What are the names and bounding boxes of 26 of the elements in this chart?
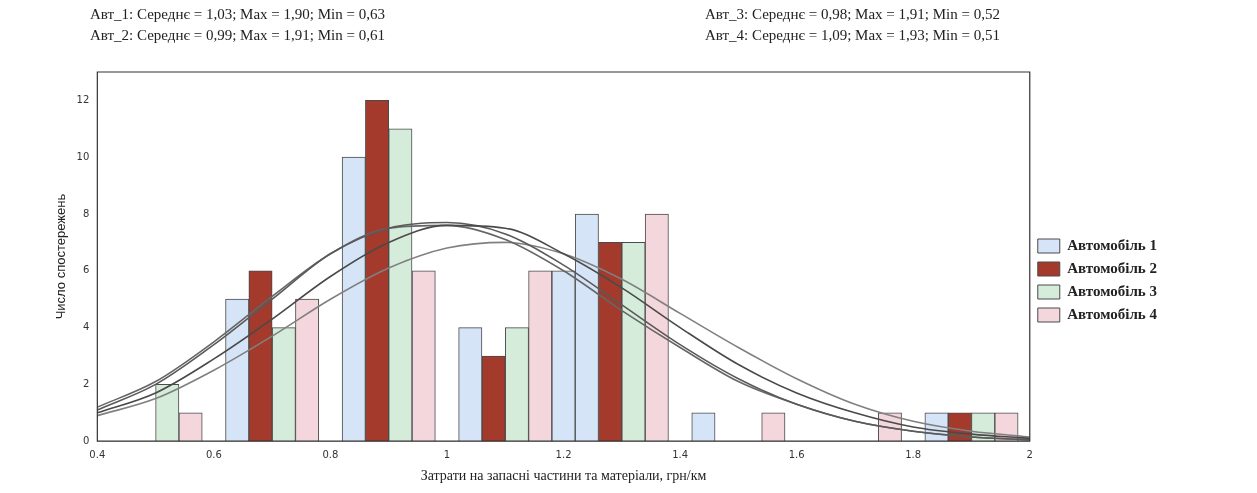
- x-tick-label: 0.8: [322, 448, 339, 460]
- legend-label: Автомобіль 2: [1067, 259, 1158, 276]
- x-tick-label: 1.4: [672, 448, 689, 460]
- y-tick-label: 4: [82, 321, 90, 333]
- legend-label: Автомобіль 1: [1067, 236, 1158, 253]
- text: Авт_1: Середнє = 1,03; Max = 1,90; Min = 0,63: [90, 5, 386, 24]
- x-tick-label: 1.8: [905, 448, 922, 460]
- text: Авт_4: Середнє = 1,09; Max = 1,93; Min = 0,51: [705, 26, 1001, 45]
- y-tick-label: 6: [82, 264, 90, 276]
- y-tick-label: 2: [82, 377, 90, 389]
- y-tick-label: 12: [76, 93, 90, 105]
- x-tick-label: 1.6: [788, 448, 805, 460]
- x-tick-label: 1.2: [555, 448, 572, 460]
- x-tick-label: 0.6: [205, 448, 222, 460]
- text: Авт_2: Середнє = 0,99; Max = 1,91; Min = 0,61: [90, 26, 386, 45]
- x-axis-title: Затрати на запасні частини та матеріали, грн/км: [420, 468, 707, 484]
- legend-label: Автомобіль 3: [1067, 282, 1158, 299]
- y-tick-label: 10: [76, 150, 90, 162]
- y-axis-title: Число спостережень: [53, 193, 69, 320]
- y-tick-label: 8: [82, 207, 90, 219]
- x-tick-label: 0.4: [89, 448, 106, 460]
- legend-label: Автомобіль 4: [1067, 305, 1158, 322]
- text: Авт_3: Середнє = 0,98; Max = 1,91; Min = 0,52: [705, 5, 1001, 24]
- x-tick-label: 2: [1026, 448, 1033, 460]
- y-tick-label: 0: [82, 434, 90, 446]
- x-tick-label: 1: [443, 448, 451, 460]
